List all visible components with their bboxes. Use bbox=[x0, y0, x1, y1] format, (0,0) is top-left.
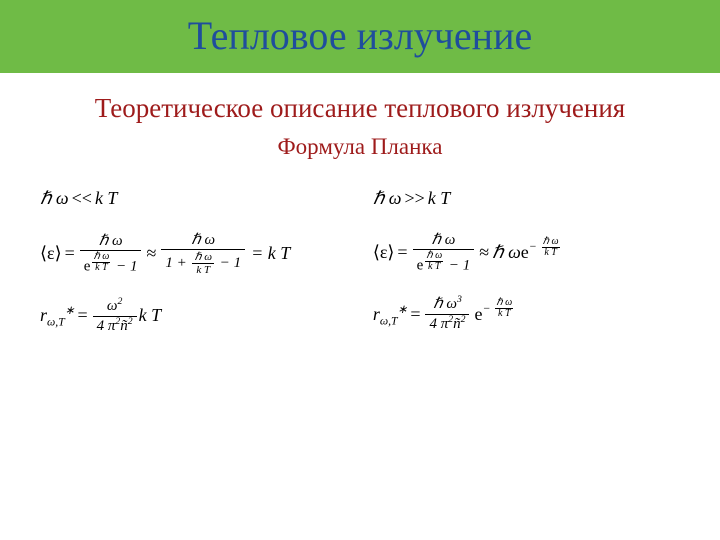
fracr1-num: ℏ ω bbox=[413, 232, 475, 251]
frac2-num: ℏ ω bbox=[161, 232, 245, 251]
left-condition: ℏ ω << k T bbox=[40, 188, 347, 210]
frac-r: ω2 4 π2ñ2 bbox=[93, 298, 137, 334]
e-base-rr: e bbox=[471, 304, 482, 326]
r-sub-r: ω,T bbox=[380, 314, 398, 327]
eps-label-r: ⟨ε⟩ bbox=[373, 242, 395, 264]
exp-frac-r: ℏ ω k T bbox=[542, 237, 560, 258]
exp-frac-rr-den: k T bbox=[495, 309, 513, 319]
slide: Тепловое излучение Теоретическое описани… bbox=[0, 0, 720, 540]
e-base-r: e bbox=[521, 242, 529, 264]
equals-r1: = bbox=[394, 242, 410, 264]
exp-frac-r-den: k T bbox=[542, 248, 560, 258]
right-column: ℏ ω >> k T ⟨ε⟩ = ℏ ω eℏ ωk T − 1 ≈ ℏ ω e bbox=[373, 188, 680, 356]
exp-block-r: − ℏ ω k T bbox=[529, 237, 562, 263]
fracr-num: ω2 bbox=[93, 298, 137, 317]
fracr-den-bpow: 2 bbox=[128, 316, 133, 327]
exp-sign-r: − bbox=[529, 240, 537, 253]
cond-lhs: ℏ ω bbox=[40, 188, 69, 210]
fracr-num-pow: 2 bbox=[118, 296, 123, 307]
r-base-r: r bbox=[373, 304, 380, 324]
right-condition: ℏ ω >> k T bbox=[373, 188, 680, 210]
cond-rhs-r: k T bbox=[428, 188, 451, 210]
frac-2: ℏ ω 1 + ℏ ω k T − 1 bbox=[161, 232, 245, 277]
fracr-num-base: ω bbox=[107, 298, 118, 314]
frac2-inner-num: ℏ ω bbox=[192, 251, 214, 264]
right-r-eq: rω,T∗ = ℏ ω3 4 π2ñ2 e − ℏ ω bbox=[373, 296, 680, 332]
eps-label: ⟨ε⟩ bbox=[40, 243, 62, 265]
frac2-den-lead: 1 + bbox=[165, 255, 186, 271]
fracr1-den-tail: − 1 bbox=[449, 258, 470, 274]
frac2-inner-den: k T bbox=[192, 264, 214, 276]
equals-1: = bbox=[62, 243, 78, 265]
cond-lhs-r: ℏ ω bbox=[373, 188, 402, 210]
r-base: r bbox=[40, 305, 47, 325]
cond-op: << bbox=[69, 188, 95, 210]
fracrr-num-pow: 3 bbox=[457, 294, 462, 305]
frac2-den: 1 + ℏ ω k T − 1 bbox=[161, 250, 245, 276]
fracrr-den-bpow: 2 bbox=[461, 314, 466, 325]
fracr1-den: eℏ ωk T − 1 bbox=[413, 250, 475, 274]
equals-r2: = bbox=[407, 304, 423, 326]
left-r-eq: rω,T∗ = ω2 4 π2ñ2 k T bbox=[40, 298, 347, 334]
r-sub: ω,T bbox=[47, 316, 65, 329]
fracrr-den-b: ñ bbox=[453, 316, 461, 332]
fracr1-exp-den: k T bbox=[425, 262, 443, 272]
r-label-r: rω,T∗ bbox=[373, 304, 408, 326]
cond-op-r: >> bbox=[401, 188, 427, 210]
frac-1: ℏ ω eℏ ωk T − 1 bbox=[80, 233, 142, 276]
eq2-coeff-r: ℏ ω bbox=[492, 242, 521, 264]
frac2-inner: ℏ ω k T bbox=[192, 251, 214, 276]
section-heading: Теоретическое описание теплового излучен… bbox=[0, 93, 720, 124]
right-epsilon-eq: ⟨ε⟩ = ℏ ω eℏ ωk T − 1 ≈ ℏ ω e − ℏ bbox=[373, 232, 680, 275]
formula-columns: ℏ ω << k T ⟨ε⟩ = ℏ ω eℏ ωk T − 1 ≈ ℏ ω bbox=[0, 160, 720, 356]
r-label: rω,T∗ bbox=[40, 305, 75, 327]
title-bar: Тепловое излучение bbox=[0, 0, 720, 73]
frac2-den-tail: − 1 bbox=[220, 255, 241, 271]
frac-rr: ℏ ω3 4 π2ñ2 bbox=[425, 296, 469, 332]
r-tail: k T bbox=[139, 305, 162, 327]
fracrr-den: 4 π2ñ2 bbox=[425, 315, 469, 333]
cond-rhs: k T bbox=[95, 188, 118, 210]
fracr-den: 4 π2ñ2 bbox=[93, 317, 137, 335]
approx-1: ≈ bbox=[143, 243, 159, 265]
exp-frac-rr: ℏ ω k T bbox=[495, 298, 513, 319]
left-column: ℏ ω << k T ⟨ε⟩ = ℏ ω eℏ ωk T − 1 ≈ ℏ ω bbox=[40, 188, 347, 356]
r-sup-r: ∗ bbox=[398, 303, 408, 316]
fracrr-num: ℏ ω3 bbox=[425, 296, 469, 315]
frac1-den: eℏ ωk T − 1 bbox=[80, 251, 142, 275]
frac1-den-tail: − 1 bbox=[116, 259, 137, 275]
eq2-result: = k T bbox=[247, 243, 290, 265]
exp-sign-rr: − bbox=[482, 302, 490, 315]
fracr-den-a: 4 π bbox=[97, 318, 116, 334]
frac1-num: ℏ ω bbox=[80, 233, 142, 252]
equals-2: = bbox=[75, 305, 91, 327]
approx-r: ≈ bbox=[476, 242, 492, 264]
fracr-den-b: ñ bbox=[120, 318, 128, 334]
fracrr-num-coeff: ℏ ω bbox=[433, 296, 457, 312]
left-epsilon-eq: ⟨ε⟩ = ℏ ω eℏ ωk T − 1 ≈ ℏ ω 1 + ℏ ω bbox=[40, 232, 347, 277]
fracrr-den-a: 4 π bbox=[429, 316, 448, 332]
exp-block-rr: − ℏ ω k T bbox=[482, 298, 515, 324]
frac1-exp-den: k T bbox=[92, 263, 110, 273]
section-subheading: Формула Планка bbox=[0, 134, 720, 160]
r-sup: ∗ bbox=[65, 304, 75, 317]
frac-r1: ℏ ω eℏ ωk T − 1 bbox=[413, 232, 475, 275]
